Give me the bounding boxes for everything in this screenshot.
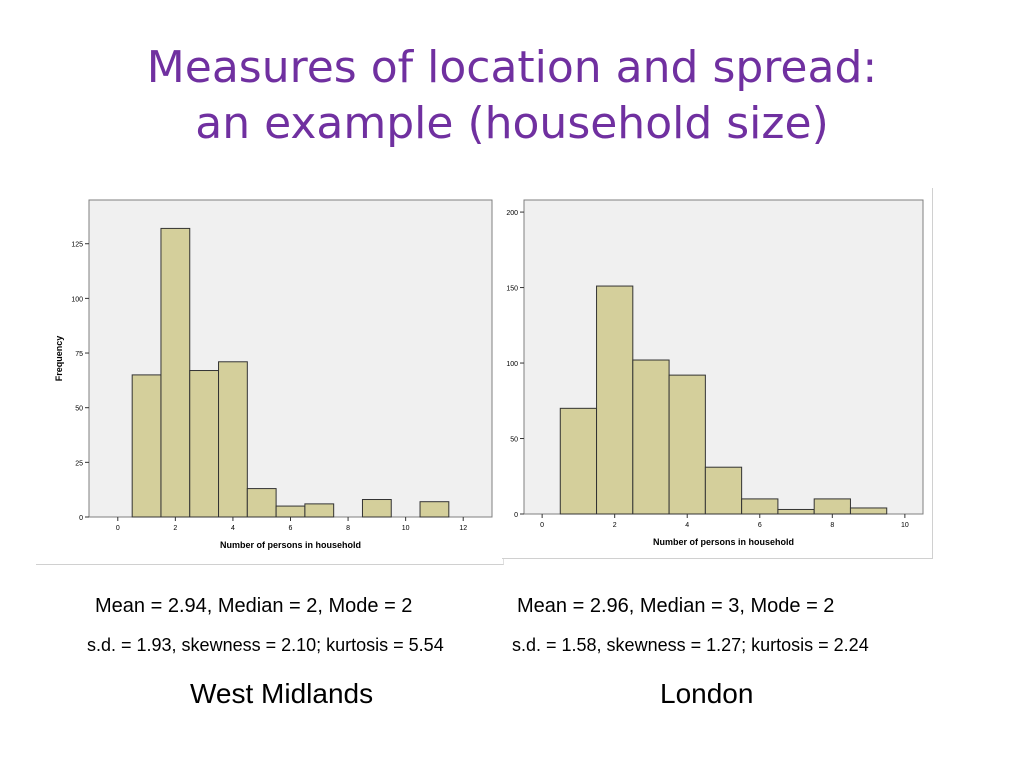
wm-bar — [160, 227, 191, 518]
west-midlands-spread-stats: s.d. = 1.93, skewness = 2.10; kurtosis =… — [87, 635, 444, 655]
wm-x-tick-label: 0 — [116, 525, 120, 532]
wm-bar — [218, 361, 248, 518]
wm-y-tick-label: 25 — [75, 460, 83, 467]
wm-y-tick-label: 75 — [75, 351, 83, 358]
london-bar — [849, 507, 888, 515]
title-line-2: an example (household size) — [195, 98, 829, 149]
slide-title: Measures of location and spread: an exam… — [0, 40, 1024, 152]
wm-x-tick-label: 2 — [173, 525, 177, 532]
london-y-tick-label: 100 — [506, 361, 518, 368]
london-x-axis-label: Number of persons in household — [653, 537, 794, 547]
wm-bar — [246, 488, 277, 518]
wm-x-axis-label: Number of persons in household — [220, 540, 361, 550]
west-midlands-histogram: 0 25 50 75 100 125 0 2 4 6 8 10 12 Number of persons … — [36, 190, 504, 565]
london-spread-stats: s.d. = 1.58, skewness = 1.27; kurtosis =… — [512, 635, 869, 655]
london-location-stats: Mean = 2.96, Median = 3, Mode = 2 — [517, 595, 835, 617]
london-bar — [741, 498, 779, 515]
london-bar — [704, 466, 743, 515]
wm-x-tick-label: 8 — [346, 525, 350, 532]
wm-x-tick-label: 12 — [459, 525, 467, 532]
london-x-tick-label: 6 — [758, 522, 762, 529]
london-y-tick-label: 0 — [514, 512, 518, 519]
wm-y-tick-label: 0 — [79, 515, 83, 522]
london-bar — [668, 374, 706, 515]
wm-bar — [361, 499, 392, 518]
wm-bar — [131, 374, 162, 518]
wm-bar — [419, 501, 450, 518]
wm-x-tick-label: 10 — [402, 525, 410, 532]
wm-bar — [304, 503, 335, 518]
london-bar — [813, 498, 851, 515]
london-x-tick-label: 2 — [613, 522, 617, 529]
west-midlands-chart-svg: 0 25 50 75 100 125 0 2 4 6 8 10 12 Number of persons … — [54, 199, 493, 550]
wm-y-tick-label: 125 — [71, 242, 83, 249]
london-bar — [596, 285, 634, 515]
london-x-tick-label: 4 — [685, 522, 689, 529]
london-y-tick-label: 200 — [506, 210, 518, 217]
london-x-tick-label: 8 — [830, 522, 834, 529]
london-label: London — [660, 678, 754, 709]
wm-y-tick-label: 100 — [71, 296, 83, 303]
wm-x-tick-label: 4 — [231, 525, 235, 532]
wm-bar — [189, 370, 220, 518]
london-histogram: 0 50 100 150 200 0 2 4 6 8 10 Number of persons in … — [502, 188, 933, 559]
west-midlands-location-stats: Mean = 2.94, Median = 2, Mode = 2 — [95, 595, 413, 617]
london-x-tick-label: 10 — [901, 522, 909, 529]
london-bar — [777, 508, 815, 515]
wm-bar — [275, 505, 306, 518]
london-chart-svg: 0 50 100 150 200 0 2 4 6 8 10 Number of persons in … — [506, 199, 924, 547]
london-x-tick-label: 0 — [540, 522, 544, 529]
wm-y-tick-label: 50 — [75, 406, 83, 413]
title-line-1: Measures of location and spread: — [146, 42, 878, 93]
wm-x-tick-label: 6 — [289, 525, 293, 532]
london-y-tick-label: 150 — [506, 286, 518, 293]
london-y-tick-label: 50 — [510, 437, 518, 444]
london-bar — [632, 359, 670, 515]
west-midlands-label: West Midlands — [190, 678, 374, 709]
london-bar — [559, 407, 598, 515]
wm-y-axis-label: Frequency — [54, 336, 64, 382]
